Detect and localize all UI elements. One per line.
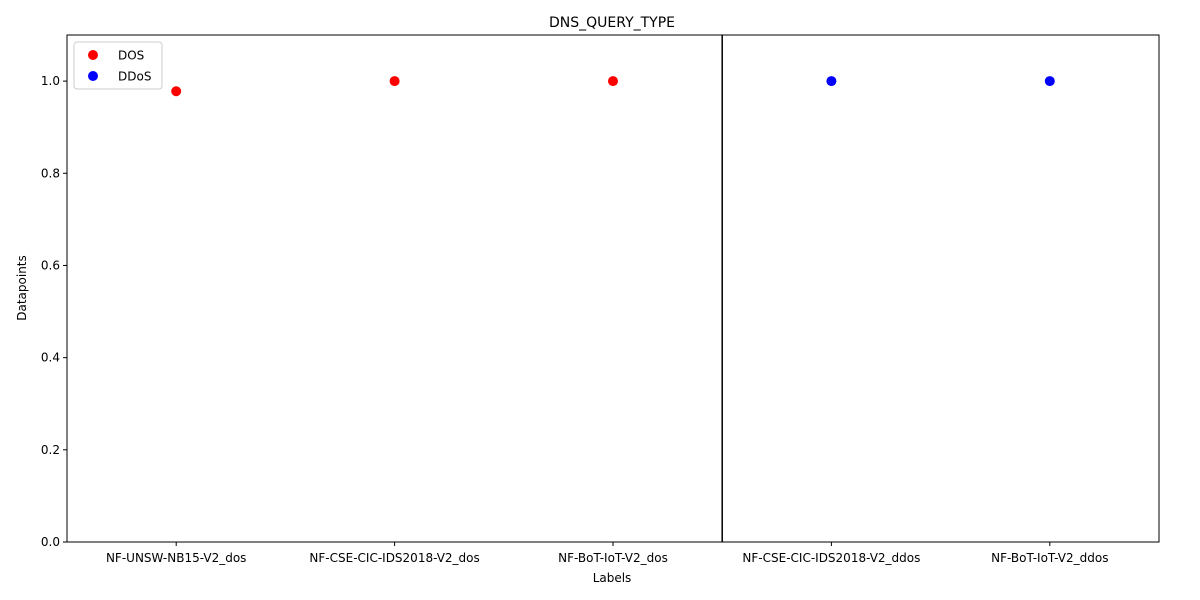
data-point-ddos [826,76,837,87]
x-tick-label: NF-BoT-IoT-V2_ddos [991,551,1108,565]
data-point-ddos [1044,76,1055,87]
legend-marker-ddos [88,71,98,81]
chart-title: DNS_QUERY_TYPE [549,15,675,31]
x-tick-label: NF-BoT-IoT-V2_dos [558,551,668,565]
data-point-dos [608,76,618,87]
y-tick-label: 0.6 [41,258,60,272]
y-axis-label: Datapoints [15,255,29,321]
x-axis-label: Labels [593,571,632,585]
plot-area: 0.0 0.2 0.4 0.6 0.8 1.0 NF-UNSW-NB15-V2_dos NF-… [41,34,1160,565]
y-tick-label: 0.2 [41,443,60,457]
y-tick-label: 0.8 [41,166,60,180]
y-tick-label: 0.4 [41,351,60,365]
x-tick-label: NF-UNSW-NB15-V2_dos [106,551,246,565]
data-point-dos [389,76,400,87]
y-tick-label: 0.0 [41,535,60,549]
data-point-dos [171,86,182,97]
legend: DOS DDoS [73,41,163,90]
legend-label-dos: DOS [118,49,144,63]
y-tick-label: 1.0 [41,74,60,88]
legend-label-ddos: DDoS [118,70,151,84]
x-tick-label: NF-CSE-CIC-IDS2018-V2_ddos [742,551,920,565]
legend-marker-dos [88,50,98,60]
axes-frame [66,34,1160,543]
x-tick-label: NF-CSE-CIC-IDS2018-V2_dos [309,551,479,565]
